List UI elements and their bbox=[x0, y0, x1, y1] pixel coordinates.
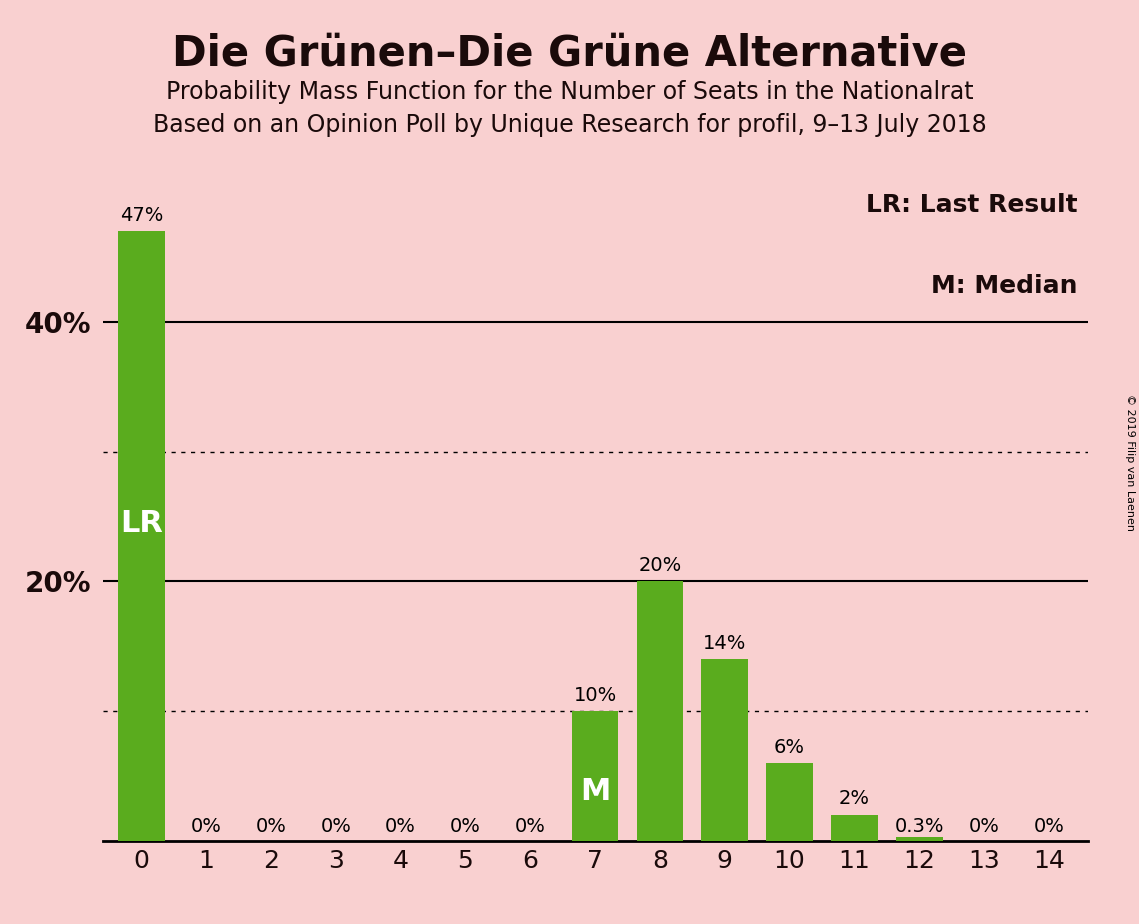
Text: 0%: 0% bbox=[385, 817, 416, 835]
Bar bbox=[896, 837, 943, 841]
Text: LR: Last Result: LR: Last Result bbox=[867, 193, 1077, 217]
Text: 0.3%: 0.3% bbox=[894, 817, 944, 835]
Bar bbox=[118, 231, 165, 841]
Text: Die Grünen–Die Grüne Alternative: Die Grünen–Die Grüne Alternative bbox=[172, 32, 967, 74]
Bar bbox=[572, 711, 618, 841]
Text: 47%: 47% bbox=[120, 206, 163, 225]
Text: 0%: 0% bbox=[190, 817, 222, 835]
Bar bbox=[767, 763, 813, 841]
Bar bbox=[831, 815, 878, 841]
Text: © 2019 Filip van Laenen: © 2019 Filip van Laenen bbox=[1125, 394, 1134, 530]
Text: M: M bbox=[580, 777, 611, 806]
Text: 2%: 2% bbox=[839, 789, 870, 808]
Text: LR: LR bbox=[120, 509, 163, 539]
Text: 0%: 0% bbox=[968, 817, 1000, 835]
Text: Based on an Opinion Poll by Unique Research for profil, 9–13 July 2018: Based on an Opinion Poll by Unique Resea… bbox=[153, 113, 986, 137]
Text: 14%: 14% bbox=[703, 634, 746, 652]
Text: 10%: 10% bbox=[574, 686, 616, 705]
Text: M: Median: M: Median bbox=[932, 274, 1077, 298]
Text: Probability Mass Function for the Number of Seats in the Nationalrat: Probability Mass Function for the Number… bbox=[165, 80, 974, 104]
Bar bbox=[637, 581, 683, 841]
Text: 0%: 0% bbox=[320, 817, 351, 835]
Text: 0%: 0% bbox=[1033, 817, 1064, 835]
Text: 0%: 0% bbox=[515, 817, 546, 835]
Text: 20%: 20% bbox=[638, 556, 681, 575]
Text: 0%: 0% bbox=[450, 817, 481, 835]
Text: 6%: 6% bbox=[775, 737, 805, 757]
Text: 0%: 0% bbox=[255, 817, 287, 835]
Bar bbox=[702, 659, 748, 841]
